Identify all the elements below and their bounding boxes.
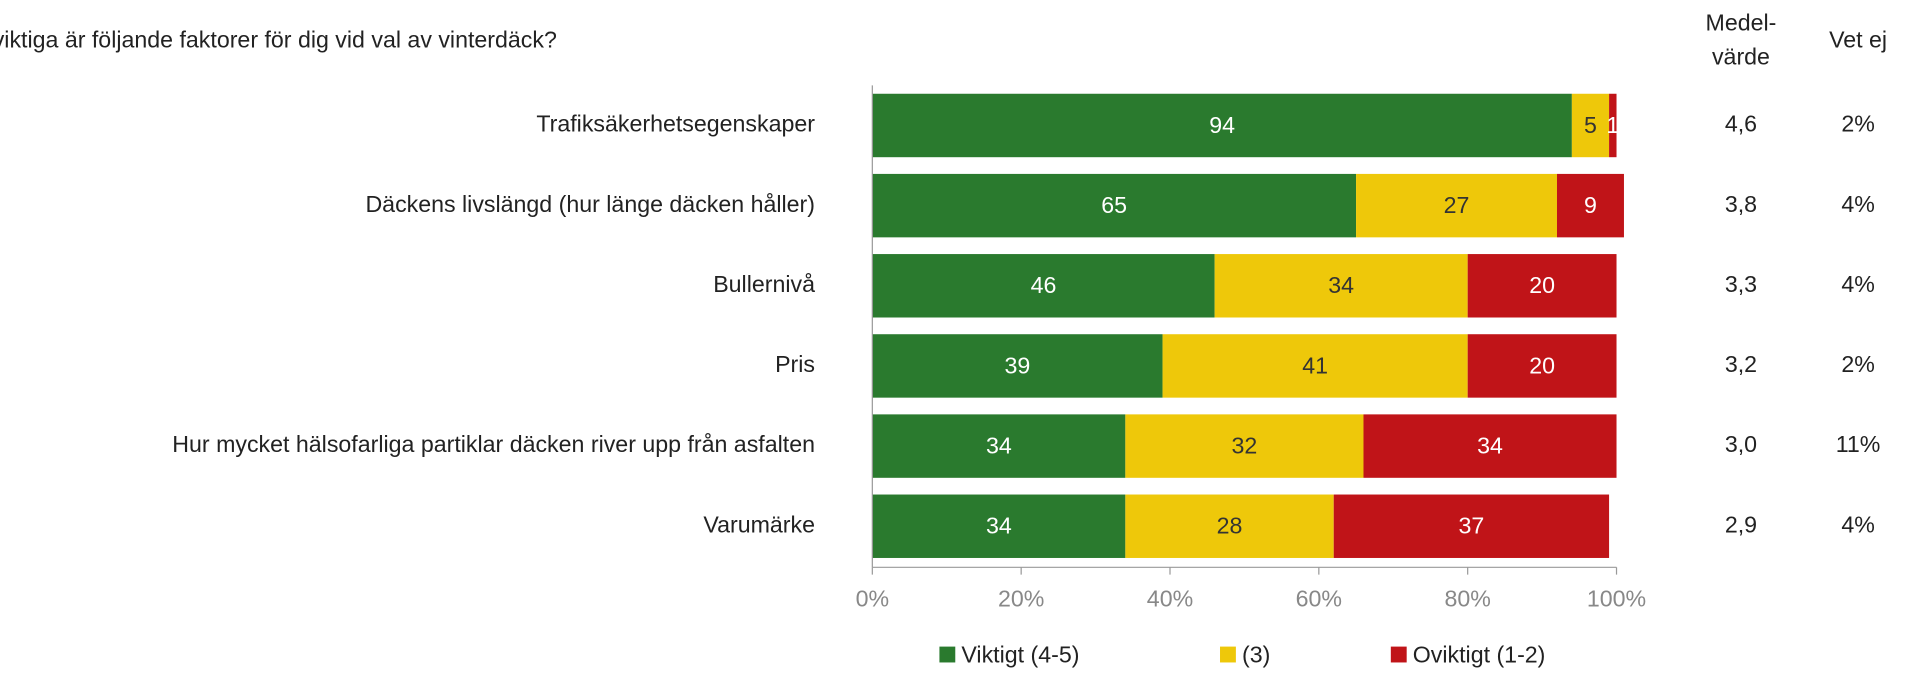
bar-segment <box>1125 414 1364 478</box>
category-label: Däckens livslängd (hur länge däcken håll… <box>365 191 815 217</box>
legend-swatch <box>939 646 956 663</box>
data-label: 37 <box>1459 513 1485 539</box>
column-value: 4,6 <box>1725 111 1757 137</box>
column-value: 4% <box>1841 191 1874 217</box>
data-label: 34 <box>1477 432 1503 458</box>
bar-segment <box>1214 254 1468 318</box>
bar-segment <box>1356 173 1557 238</box>
data-label: 28 <box>1217 513 1243 539</box>
bar-segment <box>1467 254 1617 318</box>
bar-segment <box>872 494 1126 558</box>
legend-swatch <box>1220 646 1236 663</box>
data-label: 34 <box>1328 272 1354 298</box>
column-value: 3,0 <box>1725 431 1757 457</box>
column-value: 2,9 <box>1725 511 1757 537</box>
x-tick-label: 80% <box>1444 585 1490 611</box>
category-label: Bullernivå <box>713 271 815 297</box>
x-tick-label: 20% <box>998 585 1044 611</box>
legend-label: (3) <box>1242 641 1270 667</box>
column-value: 11% <box>1836 431 1881 457</box>
data-label: 5 <box>1584 112 1597 138</box>
bar-segment <box>1571 93 1610 158</box>
category-label: Varumärke <box>703 511 815 537</box>
data-label: 46 <box>1031 272 1057 298</box>
data-label: 27 <box>1444 192 1470 218</box>
column-value: 2% <box>1841 111 1874 137</box>
legend-label: Viktigt (4-5) <box>961 641 1079 667</box>
category-label: Trafiksäkerhetsegenskaper <box>536 111 815 137</box>
x-tick-label: 40% <box>1147 585 1193 611</box>
bar-segment <box>872 414 1126 478</box>
bar-segment <box>872 254 1215 318</box>
data-label: 94 <box>1209 112 1235 138</box>
data-label: 34 <box>986 513 1012 539</box>
data-label: 65 <box>1101 192 1127 218</box>
column-header: Medel- <box>1706 10 1777 36</box>
column-value: 3,8 <box>1725 191 1757 217</box>
column-value: 2% <box>1841 351 1874 377</box>
data-label: 9 <box>1584 192 1597 218</box>
chart-title: viktiga är följande faktorer för dig vid… <box>0 27 557 53</box>
column-value: 4% <box>1841 511 1874 537</box>
x-tick-label: 0% <box>856 585 890 611</box>
bar-segment <box>1162 334 1468 398</box>
x-tick-label: 60% <box>1296 585 1342 611</box>
bar-segment <box>1125 494 1334 558</box>
bar-segment <box>872 334 1163 398</box>
data-label: 1 <box>1606 112 1619 138</box>
column-header: värde <box>1712 44 1770 70</box>
bar-segment <box>872 93 1572 158</box>
data-label: 32 <box>1232 432 1258 458</box>
bar-segment <box>1609 93 1617 158</box>
data-label: 20 <box>1529 272 1555 298</box>
category-label: Pris <box>775 351 815 377</box>
category-label: Hur mycket hälsofarliga partiklar däcken… <box>172 431 815 457</box>
legend-swatch <box>1390 646 1407 663</box>
data-label: 39 <box>1005 352 1031 378</box>
data-label: 41 <box>1302 352 1328 378</box>
bar-segment <box>1467 334 1617 398</box>
legend-label: Oviktigt (1-2) <box>1413 641 1546 667</box>
column-value: 3,3 <box>1725 271 1757 297</box>
bar-segment <box>1333 494 1610 558</box>
bar-segment <box>1556 173 1624 238</box>
data-label: 34 <box>986 432 1012 458</box>
column-value: 4% <box>1841 271 1874 297</box>
bar-segment <box>1363 414 1617 478</box>
data-label: 20 <box>1529 352 1555 378</box>
bar-segment <box>872 173 1357 238</box>
column-value: 3,2 <box>1725 351 1757 377</box>
column-header: Vet ej <box>1829 27 1887 53</box>
x-tick-label: 100% <box>1587 585 1646 611</box>
